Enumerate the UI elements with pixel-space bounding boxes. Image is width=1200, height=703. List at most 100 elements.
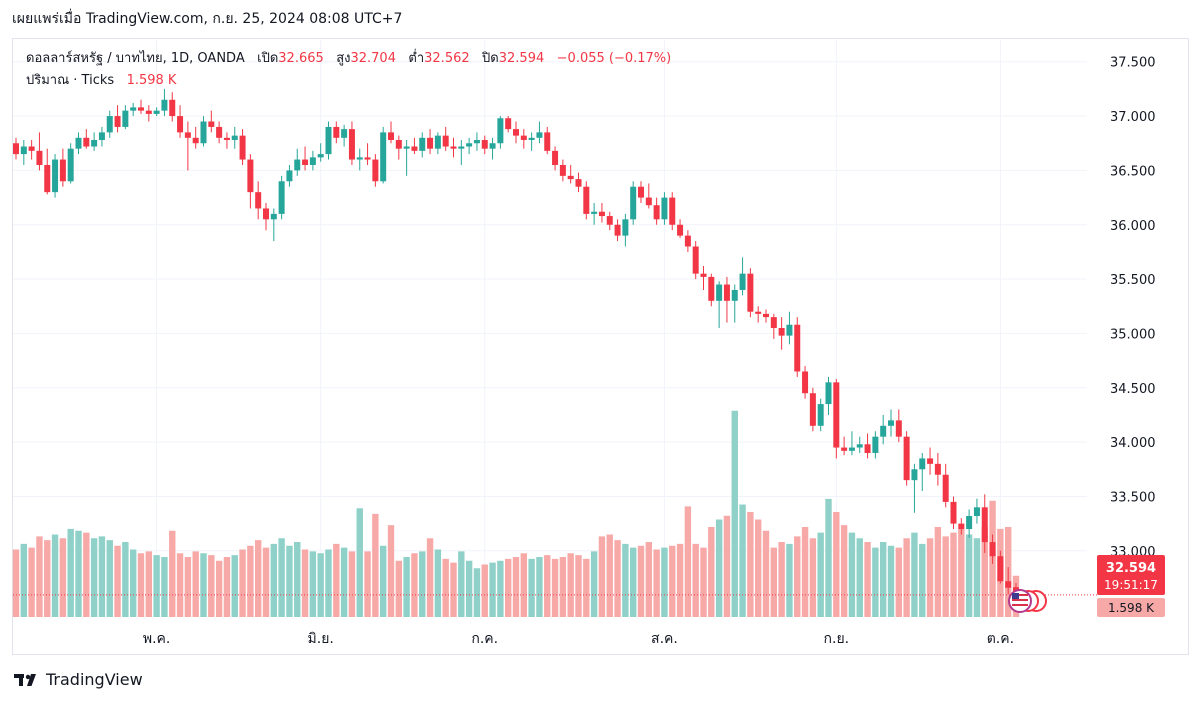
volume-bar — [442, 558, 449, 617]
volume-bar — [465, 560, 473, 617]
volume-bar — [51, 534, 59, 617]
candle — [348, 121, 355, 165]
candle — [278, 175, 285, 220]
candle-body — [263, 208, 269, 220]
candle-body — [28, 146, 35, 151]
candle — [364, 143, 371, 165]
volume-bar — [262, 547, 270, 617]
volume-bar — [840, 525, 848, 617]
volume-bar — [700, 547, 707, 617]
candle — [591, 203, 598, 225]
candle — [419, 132, 426, 158]
candle-body — [333, 126, 340, 138]
volume-bar — [887, 545, 895, 617]
candle — [411, 137, 418, 155]
candle-body — [466, 143, 473, 147]
volume-bar — [28, 547, 35, 617]
candle — [809, 387, 816, 432]
volume-bar — [90, 538, 98, 617]
candle — [552, 146, 559, 171]
volume-bar — [778, 542, 785, 617]
currency-flag-icons[interactable] — [1008, 589, 1047, 613]
candle-body — [856, 444, 863, 448]
candle-body — [872, 436, 879, 453]
candle — [122, 105, 129, 130]
candle-body — [130, 107, 137, 111]
candle — [333, 121, 340, 144]
candle-body — [903, 436, 910, 481]
candle — [505, 116, 512, 133]
volume-bar — [684, 506, 692, 617]
y-axis-ticks: 37.500 37.000 36.500 36.000 35.500 35.000 34.5… — [1110, 56, 1156, 560]
candle — [450, 137, 457, 158]
volume-bar — [473, 568, 481, 617]
candle — [28, 139, 35, 160]
candle — [434, 132, 441, 155]
candle-body — [247, 159, 254, 193]
volume-bar — [450, 562, 457, 617]
candle — [645, 183, 652, 209]
candle-body — [638, 186, 644, 198]
candle — [708, 273, 715, 307]
candle — [294, 148, 301, 176]
candle-body — [755, 311, 762, 314]
candle-body — [684, 235, 691, 247]
candle-body — [231, 135, 238, 140]
candle — [138, 99, 144, 114]
candle-body — [809, 393, 816, 426]
candle-body — [356, 157, 363, 160]
volume-bar — [169, 530, 176, 617]
y-tick-label: 35.000 — [1110, 327, 1156, 342]
candle-body — [731, 289, 738, 301]
volume-bar — [489, 562, 496, 617]
volume-bar — [254, 540, 262, 617]
candle-body — [981, 507, 988, 543]
volume-bar — [59, 538, 67, 617]
volume-bar — [184, 557, 192, 617]
volume-bar — [106, 540, 113, 617]
volume-bar — [176, 553, 184, 617]
candle-body — [778, 328, 785, 336]
candle-body — [622, 219, 629, 236]
candle-body — [747, 273, 754, 312]
candle — [778, 317, 785, 350]
volume-label[interactable]: ปริมาณ · Ticks — [26, 73, 115, 88]
candle-body — [403, 146, 410, 149]
candle-body — [122, 110, 129, 127]
candle-body — [591, 211, 598, 214]
volume-bar — [544, 555, 551, 617]
volume-bar — [458, 551, 465, 617]
candle — [489, 137, 496, 160]
candle-body — [59, 159, 66, 182]
candle — [270, 208, 277, 242]
candle — [513, 121, 519, 144]
volume-bar — [692, 543, 699, 617]
volume-bar — [817, 532, 824, 617]
candle-body — [192, 137, 199, 144]
candle — [473, 132, 480, 151]
candle-body — [348, 129, 355, 160]
tradingview-logo-icon — [14, 673, 36, 686]
candles — [13, 88, 1019, 599]
volume-bar — [403, 557, 410, 617]
candle — [466, 137, 473, 155]
candle — [59, 148, 66, 187]
symbol-title[interactable]: ดอลลาร์สหรัฐ / บาทไทย, 1D, OANDA — [26, 51, 245, 66]
volume-bar — [504, 558, 512, 617]
volume-bar — [825, 498, 832, 617]
candle-body — [255, 192, 262, 209]
candle-body — [75, 137, 82, 149]
volume-badge-value: 1.598 K — [1108, 601, 1155, 615]
candle — [848, 431, 855, 456]
volume-bar — [67, 528, 74, 617]
footer-brand-text: TradingView — [46, 670, 143, 689]
candle-body — [223, 137, 230, 140]
candle-body — [184, 132, 191, 138]
candle-body — [513, 129, 519, 136]
grid-lines — [13, 40, 1087, 617]
candle-body — [794, 324, 801, 372]
y-tick-label: 34.000 — [1110, 436, 1156, 451]
candle — [575, 172, 582, 193]
volume-bar — [333, 543, 340, 617]
